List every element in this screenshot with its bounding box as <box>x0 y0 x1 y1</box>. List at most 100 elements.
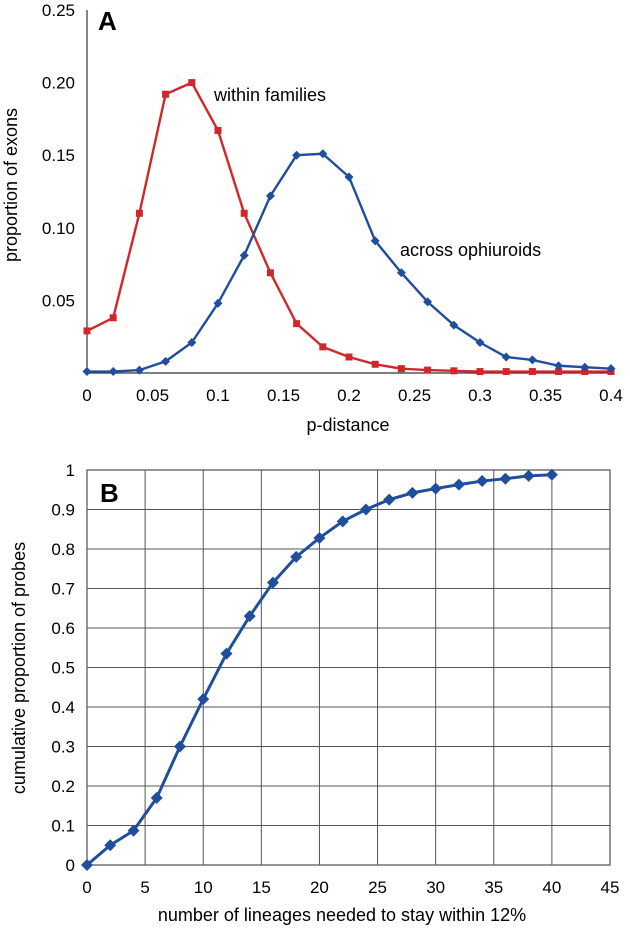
b-x-tick-label: 15 <box>252 878 271 897</box>
a-y-tick-label: 0.05 <box>42 291 75 310</box>
b-y-tick-label: 0.1 <box>51 817 75 836</box>
a-data-point <box>214 127 222 135</box>
a-data-point <box>397 365 405 373</box>
a-data-point <box>527 355 537 365</box>
a-series-line-1 <box>87 152 612 373</box>
b-data-point <box>81 859 93 871</box>
b-data-point <box>406 486 419 499</box>
b-data-point <box>336 515 349 528</box>
b-y-tick-label: 0.4 <box>51 698 75 717</box>
panel-b-y-ticks: 0 0.1 0.2 0.3 0.4 0.5 0.6 0.7 0.8 0.9 1 <box>51 461 75 875</box>
panel-b-series <box>81 468 558 871</box>
a-x-tick-label: 0 <box>82 386 91 405</box>
b-x-tick-label: 10 <box>194 878 213 897</box>
a-data-point <box>135 209 143 217</box>
a-data-point <box>476 368 484 376</box>
b-y-tick-label: 0.8 <box>51 540 75 559</box>
b-data-point <box>545 468 558 481</box>
b-x-tick-label: 0 <box>82 878 91 897</box>
a-y-tick-label: 0.25 <box>42 1 75 20</box>
b-x-tick-label: 20 <box>310 878 329 897</box>
panel-a-label: A <box>98 6 117 36</box>
b-y-tick-label: 0.5 <box>51 659 75 678</box>
a-data-point <box>82 367 92 377</box>
legend-label-across-ophiuroids: across ophiuroids <box>400 240 541 260</box>
a-data-point <box>580 362 590 372</box>
a-data-point <box>265 191 275 201</box>
b-data-point <box>383 493 396 506</box>
a-x-tick-label: 0.05 <box>136 386 169 405</box>
a-data-point <box>239 250 249 260</box>
a-data-point <box>187 338 197 348</box>
panel-a-series <box>82 79 616 377</box>
a-data-point <box>134 365 144 375</box>
b-data-point <box>429 482 442 495</box>
a-data-point <box>449 320 459 330</box>
a-data-point <box>318 149 328 159</box>
a-data-point <box>606 364 616 374</box>
a-x-tick-label: 0.1 <box>206 386 230 405</box>
panel-a-y-ticks: 0.05 0.10 0.15 0.20 0.25 <box>42 1 75 310</box>
a-data-point <box>423 297 433 307</box>
panel-b-gridlines <box>86 469 611 866</box>
a-data-point <box>475 338 485 348</box>
b-data-point <box>127 824 140 837</box>
a-x-tick-label: 0.15 <box>267 386 300 405</box>
a-x-tick-label: 0.35 <box>529 386 562 405</box>
a-data-point <box>319 343 327 351</box>
a-y-tick-label: 0.10 <box>42 219 75 238</box>
a-data-point <box>424 366 432 374</box>
a-data-point <box>293 320 301 328</box>
a-x-tick-label: 0.4 <box>599 386 623 405</box>
b-x-tick-label: 35 <box>484 878 503 897</box>
a-data-point <box>555 368 563 376</box>
a-data-point <box>213 298 223 308</box>
a-data-point <box>292 150 302 160</box>
a-data-point <box>396 268 406 278</box>
b-data-point <box>290 550 303 563</box>
b-y-tick-label: 0.6 <box>51 619 75 638</box>
b-data-point <box>522 469 535 482</box>
panel-a-y-axis-title: proportion of exons <box>1 108 21 262</box>
panel-b-x-axis-title: number of lineages needed to stay within… <box>158 905 526 925</box>
panel-b-label-box <box>93 475 129 507</box>
b-y-tick-label: 1 <box>66 461 75 480</box>
b-data-point <box>476 475 489 488</box>
b-data-point <box>197 693 210 706</box>
b-x-tick-label: 45 <box>601 878 620 897</box>
legend-label-within-families: within families <box>213 85 326 105</box>
a-data-point <box>108 367 118 377</box>
a-data-point <box>344 172 354 182</box>
a-data-point <box>83 327 91 335</box>
a-data-point <box>371 360 379 368</box>
a-data-point <box>109 314 117 322</box>
panel-b-label: B <box>100 478 119 508</box>
panel-b-chart: 0 0.1 0.2 0.3 0.4 0.5 0.6 0.7 0.8 0.9 1 0 5 10 15 20 25… <box>9 461 619 925</box>
a-data-point <box>188 79 196 87</box>
a-data-point <box>528 368 536 376</box>
b-data-point <box>150 791 163 804</box>
a-data-point <box>502 368 510 376</box>
b-data-point <box>173 740 186 753</box>
a-data-point <box>266 269 274 277</box>
a-data-point <box>345 353 353 361</box>
b-x-tick-label: 30 <box>426 878 445 897</box>
b-data-point <box>359 503 372 516</box>
a-y-tick-label: 0.15 <box>42 146 75 165</box>
a-data-point <box>450 367 458 375</box>
b-data-point <box>313 531 326 544</box>
a-data-point <box>161 356 171 366</box>
b-data-point <box>104 839 117 852</box>
a-data-point <box>370 236 380 246</box>
a-x-tick-label: 0.3 <box>468 386 492 405</box>
panel-a-x-ticks: 0 0.05 0.1 0.15 0.2 0.25 0.3 0.35 0.4 <box>82 386 623 405</box>
a-series-line-0 <box>86 81 611 373</box>
b-x-tick-label: 40 <box>542 878 561 897</box>
b-x-tick-label: 5 <box>140 878 149 897</box>
panel-b-x-ticks: 0 5 10 15 20 25 30 35 40 45 <box>82 878 619 897</box>
a-data-point <box>240 209 248 217</box>
b-y-tick-label: 0.2 <box>51 777 75 796</box>
b-data-point <box>266 576 279 589</box>
panel-b-y-axis-title: cumulative proportion of probes <box>9 542 29 794</box>
